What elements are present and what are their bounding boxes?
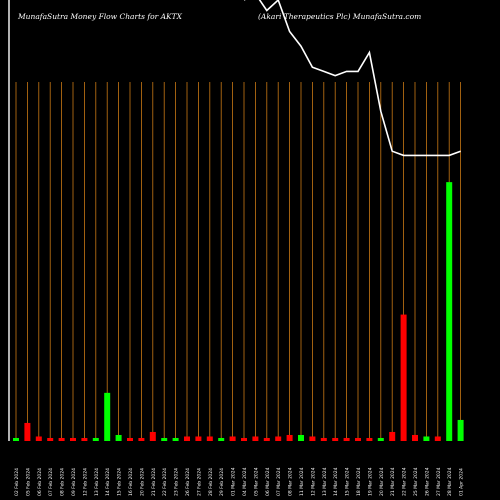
x-tick-label: 27 Feb 2024 — [196, 468, 202, 496]
x-tick-label: 08 Mar 2024 — [288, 467, 294, 496]
volume-bar — [355, 437, 361, 441]
volume-bar — [252, 436, 259, 441]
volume-bar — [434, 436, 441, 441]
grid-lines — [8, 0, 462, 441]
volume-bar — [195, 436, 202, 441]
volume-bar — [115, 434, 122, 441]
volume-bar — [58, 437, 65, 441]
volume-bar — [320, 437, 327, 441]
volume-bar — [241, 437, 247, 441]
volume-bar — [13, 437, 19, 441]
x-tick-label: 06 Mar 2024 — [265, 467, 271, 496]
x-tick-label: 11 Mar 2024 — [299, 467, 305, 496]
volume-bar — [286, 434, 293, 441]
x-tick-label: 22 Feb 2024 — [162, 468, 168, 496]
x-tick-label: 28 Feb 2024 — [208, 468, 214, 496]
x-tick-label: 01 Apr 2024 — [459, 468, 465, 496]
volume-bar — [389, 431, 396, 441]
x-tick-label: 12 Feb 2024 — [82, 468, 88, 496]
x-tick-label: 07 Mar 2024 — [276, 467, 282, 496]
volume-bar — [104, 392, 111, 441]
volume-bar — [35, 436, 42, 441]
volume-bar — [218, 437, 225, 441]
x-tick-label: 28 Mar 2024 — [447, 467, 453, 496]
x-tick-label: 13 Feb 2024 — [94, 468, 100, 496]
volume-bar — [377, 437, 384, 441]
x-tick-labels: 02 Feb 2024 05 Feb 2024 06 Feb 2024 07 Feb … — [14, 467, 465, 496]
x-tick-label: 15 Feb 2024 — [117, 468, 123, 496]
x-tick-label: 16 Feb 2024 — [128, 468, 134, 496]
x-tick-label: 20 Mar 2024 — [379, 467, 385, 496]
x-tick-label: 06 Feb 2024 — [37, 468, 43, 496]
x-tick-label: 26 Feb 2024 — [185, 468, 191, 496]
x-tick-label: 05 Mar 2024 — [253, 467, 259, 496]
volume-bar — [47, 437, 54, 441]
volume-bar — [332, 437, 339, 441]
x-tick-label: 20 Feb 2024 — [139, 468, 145, 496]
volume-bar — [161, 437, 168, 441]
chart-header-left: MunafaSutra Money Flow Charts for AKTX — [18, 12, 182, 21]
x-tick-label: 23 Feb 2024 — [174, 468, 180, 496]
volume-bar — [423, 436, 430, 441]
volume-bar — [81, 437, 88, 441]
x-tick-label: 08 Feb 2024 — [60, 468, 66, 496]
x-tick-label: 04 Mar 2024 — [242, 467, 248, 496]
volume-bar — [309, 436, 316, 441]
x-tick-label: 25 Mar 2024 — [413, 467, 419, 496]
x-tick-label: 01 Mar 2024 — [231, 467, 237, 496]
volume-bar — [457, 419, 464, 441]
volume-bars — [13, 182, 464, 441]
volume-bar — [138, 437, 145, 441]
volume-bar — [366, 437, 373, 441]
volume-bar — [263, 437, 270, 441]
x-tick-label: 12 Mar 2024 — [310, 467, 316, 496]
volume-bar — [206, 436, 213, 441]
volume-bar — [127, 437, 133, 441]
volume-bar — [446, 182, 453, 441]
volume-bar — [400, 314, 407, 441]
x-tick-label: 22 Mar 2024 — [402, 467, 408, 496]
x-tick-label: 05 Feb 2024 — [25, 468, 31, 496]
volume-bar — [149, 431, 156, 441]
x-tick-label: 21 Mar 2024 — [390, 467, 396, 496]
volume-bar — [275, 436, 282, 441]
chart-header-right: (Akari Therapeutics Plc) MunafaSutra.com — [258, 12, 422, 21]
price-line — [244, 0, 461, 157]
x-tick-label: 09 Feb 2024 — [71, 468, 77, 496]
volume-bar — [70, 437, 76, 441]
x-tick-label: 27 Mar 2024 — [436, 467, 442, 496]
volume-bar — [229, 436, 236, 441]
volume-bar — [343, 437, 350, 441]
volume-bar — [412, 434, 418, 441]
x-tick-label: 07 Feb 2024 — [48, 468, 54, 496]
x-tick-label: 13 Mar 2024 — [322, 467, 328, 496]
x-tick-label: 26 Mar 2024 — [424, 467, 430, 496]
volume-bar — [298, 434, 304, 441]
x-tick-label: 14 Feb 2024 — [105, 468, 111, 496]
price-line-group — [244, 0, 461, 157]
x-tick-label: 19 Mar 2024 — [367, 467, 373, 496]
x-tick-label: 21 Feb 2024 — [151, 468, 157, 496]
x-tick-label: 29 Feb 2024 — [219, 468, 225, 496]
x-tick-label: 18 Mar 2024 — [356, 467, 362, 496]
volume-bar — [184, 436, 190, 441]
volume-bar — [92, 437, 99, 441]
x-tick-label: 15 Mar 2024 — [345, 467, 351, 496]
x-tick-label: 02 Feb 2024 — [14, 468, 20, 496]
volume-bar — [172, 437, 179, 441]
volume-bar — [24, 422, 31, 441]
x-tick-label: 14 Mar 2024 — [333, 467, 339, 496]
